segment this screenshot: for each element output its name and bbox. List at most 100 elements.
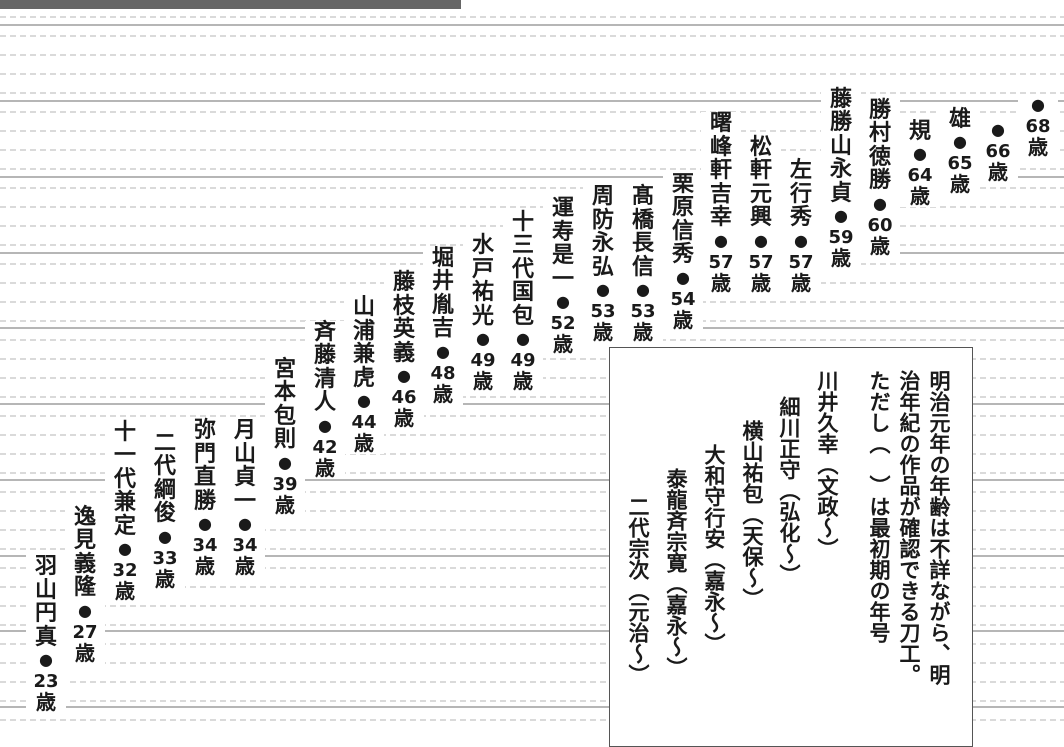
age-label: 59 歳 <box>828 227 854 271</box>
age-label: 53 歳 <box>630 301 656 345</box>
point-marker: ● <box>1031 95 1045 115</box>
note-entry: 細川正守（弘化～） <box>777 396 801 585</box>
age-label: 34 歳 <box>192 535 218 579</box>
smith-name: 羽山円真 <box>34 554 57 650</box>
smith-name: 逸見義隆 <box>73 504 96 601</box>
data-point: 松軒元興 ● 57 歳 <box>741 136 781 294</box>
data-point: 羽山円真 ● 23 歳 <box>26 555 66 713</box>
point-marker: ● <box>397 366 411 386</box>
data-point: 斉藤清人 ● 42 歳 <box>305 321 345 479</box>
smith-name: 十三代国包 <box>511 209 534 329</box>
point-marker: ● <box>953 132 967 152</box>
smith-name: 左行秀 <box>789 158 812 231</box>
point-marker: ● <box>754 230 768 250</box>
point-marker: ● <box>714 230 728 250</box>
age-label: 66 歳 <box>985 140 1011 184</box>
point-marker: ● <box>198 514 212 534</box>
note-box: 明治元年の年齢は不詳ながら、明 治年紀の作品が確認できる刀工。 ただし（ ）は最… <box>609 347 973 747</box>
smith-name: 栗原信秀 <box>671 171 694 268</box>
age-label: 32 歳 <box>112 560 138 604</box>
age-label: 46 歳 <box>391 387 417 431</box>
point-marker: ● <box>318 415 332 435</box>
smith-name: 周防永弘 <box>591 184 614 280</box>
age-label: 48 歳 <box>430 362 456 406</box>
header-bar <box>0 0 461 9</box>
point-marker: ● <box>556 292 570 312</box>
smith-name: 水戸祐光 <box>471 233 494 329</box>
data-point: 規 ● 64 歳 <box>900 120 940 208</box>
age-label: 34 歳 <box>232 535 258 579</box>
smith-name: 堀井胤吉 <box>431 245 454 342</box>
data-point: 弥門直勝 ● 34 歳 <box>185 418 225 579</box>
smith-name: 藤枝英義 <box>392 270 415 366</box>
point-marker: ● <box>158 526 172 546</box>
age-label: 60 歳 <box>867 214 893 258</box>
point-marker: ● <box>516 329 530 349</box>
age-label: 52 歳 <box>550 313 576 357</box>
smith-name: 勝村徳勝 <box>868 97 891 194</box>
point-marker: ● <box>913 144 927 164</box>
data-point: 月山貞一 ● 34 歳 <box>225 418 265 579</box>
data-point: 周防永弘 ● 53 歳 <box>583 184 623 345</box>
data-point: 水戸祐光 ● 49 歳 <box>463 233 503 393</box>
data-point: ● 66 歳 <box>978 118 1018 184</box>
point-marker: ● <box>436 341 450 361</box>
smith-name: 斉藤清人 <box>313 319 336 416</box>
smith-name: 藤勝山永貞 <box>829 86 852 206</box>
smith-name: 髙橋長信 <box>631 184 654 280</box>
smith-name: 規 <box>908 118 931 144</box>
note-line: 治年紀の作品が確認できる刀工。 <box>897 370 921 685</box>
point-marker: ● <box>794 230 808 250</box>
data-point: 雄 ● 65 歳 <box>940 108 980 196</box>
point-marker: ● <box>278 452 292 472</box>
data-point: 左行秀 ● 57 歳 <box>781 159 821 294</box>
data-point: 藤枝英義 ● 46 歳 <box>384 270 424 431</box>
smith-name: 山浦兼虎 <box>352 295 375 391</box>
data-point: 十一代兼定 ● 32 歳 <box>105 421 145 603</box>
point-marker: ● <box>991 119 1005 139</box>
data-point: 二代綱俊 ● 33 歳 <box>145 432 185 590</box>
age-label: 64 歳 <box>907 165 933 209</box>
point-marker: ● <box>118 539 132 559</box>
data-point: 運寿是一 ● 52 歳 <box>543 196 583 357</box>
point-marker: ● <box>636 280 650 300</box>
data-point: 十三代国包 ● 49 歳 <box>503 211 543 393</box>
age-label: 53 歳 <box>590 301 616 345</box>
smith-name: 運寿是一 <box>551 196 574 292</box>
smith-name: 松軒元興 <box>749 134 772 231</box>
point-marker: ● <box>676 267 690 287</box>
smith-name: 雄 <box>948 106 971 132</box>
smith-name: 宮本包則 <box>273 356 296 453</box>
smith-name: 曙峰軒吉幸 <box>709 111 732 231</box>
age-label: 42 歳 <box>312 436 338 480</box>
age-label: 57 歳 <box>708 251 734 295</box>
smith-name: 弥門直勝 <box>193 418 216 514</box>
point-marker: ● <box>873 193 887 213</box>
data-point: 宮本包則 ● 39 歳 <box>265 358 305 516</box>
note-entry: 横山祐包（天保～） <box>740 420 764 609</box>
data-point: ● 68 歳 <box>1018 94 1058 159</box>
data-point: 栗原信秀 ● 54 歳 <box>663 173 703 331</box>
smith-name: 月山貞一 <box>233 418 256 514</box>
age-label: 39 歳 <box>272 473 298 517</box>
point-marker: ● <box>596 280 610 300</box>
smith-name: 二代綱俊 <box>153 430 176 527</box>
data-point: 逸見義隆 ● 27 歳 <box>65 506 105 664</box>
smith-name: 十一代兼定 <box>113 419 136 539</box>
age-label: 49 歳 <box>510 350 536 394</box>
data-point: 勝村徳勝 ● 60 歳 <box>860 99 900 257</box>
data-point: 山浦兼虎 ● 44 歳 <box>344 295 384 456</box>
data-point: 髙橋長信 ● 53 歳 <box>623 184 663 345</box>
note-entry: 泰龍斉宗寛（嘉永～） <box>664 468 688 678</box>
point-marker: ● <box>78 600 92 620</box>
age-label: 23 歳 <box>33 671 59 714</box>
point-marker: ● <box>834 206 848 226</box>
age-label: 54 歳 <box>670 288 696 332</box>
point-marker: ● <box>238 514 252 534</box>
note-entry: 川井久幸（文政～） <box>815 370 839 559</box>
age-label: 57 歳 <box>788 251 814 295</box>
age-label: 57 歳 <box>748 251 774 295</box>
age-label: 65 歳 <box>947 153 973 197</box>
age-label: 44 歳 <box>351 412 377 456</box>
note-line: 明治元年の年齢は不詳ながら、明 <box>927 370 951 685</box>
